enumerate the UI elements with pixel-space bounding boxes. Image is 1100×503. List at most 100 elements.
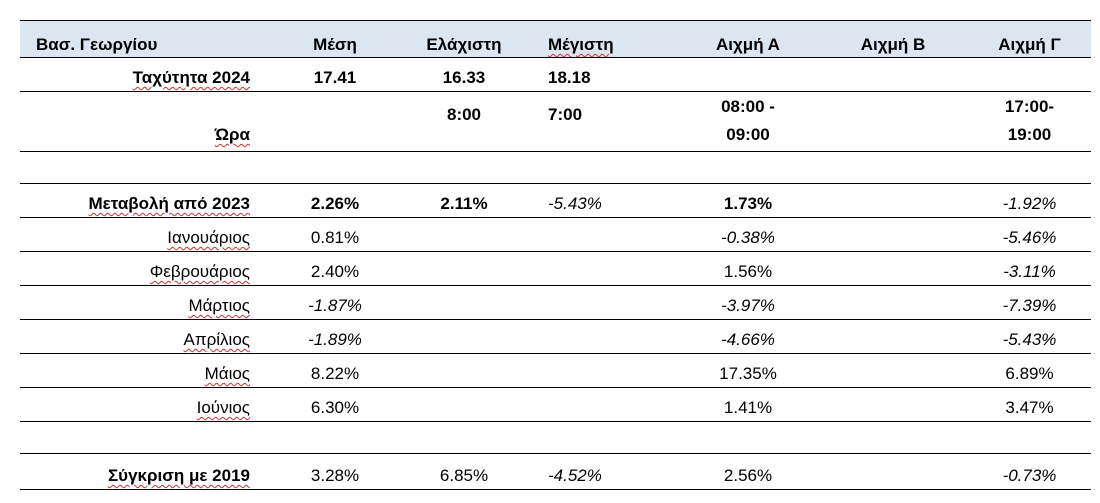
month-peak-a: -3.97%: [721, 296, 775, 315]
header-min: Ελάχιστη: [426, 35, 502, 54]
time-peak-a-range: 08:00 - 09:00: [721, 93, 775, 149]
time-peak-a-start: 08:00 -: [721, 97, 775, 116]
month-min: [390, 286, 538, 319]
time-row: Ώρα 8:00 7:00 08:00 - 09:00 17:00- 19:00: [20, 92, 1091, 152]
compare-label: Σύγκριση με 2019: [20, 454, 250, 489]
month-mean: -1.89%: [308, 330, 362, 349]
speed-statistics-table: Βασ. Γεωργίου Μέση Ελάχιστη Μέγιστη Αιχμ…: [20, 20, 1091, 490]
month-label-text: Ιούνιος: [196, 398, 250, 417]
month-peak-b: [828, 252, 958, 285]
header-max-text: Μέγιστη: [548, 35, 614, 54]
compare-peak-b: [828, 454, 958, 489]
month-row-march: Μάρτιος -1.87% -3.97% -7.39%: [20, 286, 1091, 320]
month-max: [538, 388, 648, 421]
speed-peak-b: [828, 58, 958, 91]
month-peak-b: [828, 388, 958, 421]
month-mean: 0.81%: [310, 228, 360, 247]
month-max: [538, 252, 648, 285]
spacer-row: [20, 422, 1091, 454]
change-label: Μεταβολή από 2023: [20, 184, 250, 217]
month-row-june: Ιούνιος 6.30% 1.41% 3.47%: [20, 388, 1091, 422]
compare-label-text: Σύγκριση με 2019: [107, 466, 250, 485]
month-min: [390, 218, 538, 251]
month-row-may: Μάιος 8.22% 17.35% 6.89%: [20, 354, 1091, 388]
month-label: Απρίλιος: [20, 320, 250, 353]
speed-label-text: Ταχύτητα 2024: [132, 68, 250, 87]
speed-row: Ταχύτητα 2024 17.41 16.33 18.18: [20, 58, 1091, 92]
month-min: [390, 354, 538, 387]
month-peak-g: -5.43%: [1002, 330, 1057, 349]
month-peak-b: [828, 286, 958, 319]
month-peak-a: 1.41%: [723, 398, 773, 417]
month-peak-b: [828, 320, 958, 353]
spacer-row: [20, 152, 1091, 184]
change-peak-g: -1.92%: [1002, 194, 1057, 213]
speed-min: 16.33: [442, 68, 486, 87]
month-peak-a: -4.66%: [721, 330, 775, 349]
month-label: Ιούνιος: [20, 388, 250, 421]
change-mean: 2.26%: [310, 194, 360, 213]
month-label-text: Μάρτιος: [188, 296, 250, 315]
compare-mean: 3.28%: [310, 466, 360, 485]
month-peak-b: [828, 354, 958, 387]
month-max: [538, 320, 648, 353]
speed-peak-a: [648, 58, 828, 91]
month-peak-g: -5.46%: [1002, 228, 1057, 247]
change-label-text: Μεταβολή από 2023: [88, 194, 250, 213]
month-peak-a: 1.56%: [723, 262, 773, 281]
month-label-text: Απρίλιος: [183, 330, 250, 349]
month-label: Μάιος: [20, 354, 250, 387]
month-peak-g: 3.47%: [1005, 398, 1054, 417]
time-peak-g-start: 17:00-: [1004, 97, 1055, 116]
month-label: Μάρτιος: [20, 286, 250, 319]
header-max: Μέγιστη: [538, 21, 648, 57]
month-max: [538, 218, 648, 251]
header-peak-a: Αιχμή Α: [716, 35, 780, 54]
month-peak-g: -7.39%: [1002, 296, 1057, 315]
speed-peak-g: [958, 58, 1091, 91]
month-label-text: Ιανουάριος: [167, 228, 250, 247]
time-peak-g: 17:00- 19:00: [958, 92, 1091, 151]
month-max: [538, 286, 648, 319]
time-label-text: Ώρα: [214, 125, 250, 144]
time-min: 8:00: [446, 105, 482, 124]
month-row-february: Φεβρουάριος 2.40% 1.56% -3.11%: [20, 252, 1091, 286]
change-peak-a: 1.73%: [723, 194, 773, 213]
speed-label: Ταχύτητα 2024: [20, 58, 250, 91]
month-peak-g: -3.11%: [1003, 262, 1056, 281]
change-row: Μεταβολή από 2023 2.26% 2.11% -5.43% 1.7…: [20, 184, 1091, 218]
header-peak-b: Αιχμή Β: [860, 35, 926, 54]
time-peak-a-end: 09:00: [726, 125, 770, 144]
month-min: [390, 388, 538, 421]
time-peak-g-end: 19:00: [1007, 125, 1052, 144]
month-max: [538, 354, 648, 387]
month-peak-a: -0.38%: [721, 228, 775, 247]
header-peak-g: Αιχμή Γ: [998, 35, 1061, 54]
time-peak-a: 08:00 - 09:00: [648, 92, 828, 151]
compare-peak-g: -0.73%: [1002, 466, 1057, 485]
month-peak-g: 6.89%: [1005, 364, 1054, 383]
compare-row: Σύγκριση με 2019 3.28% 6.85% -4.52% 2.56…: [20, 454, 1091, 490]
time-mean: [250, 92, 390, 151]
month-min: [390, 320, 538, 353]
month-row-april: Απρίλιος -1.89% -4.66% -5.43%: [20, 320, 1091, 354]
header-location: Βασ. Γεωργίου: [36, 35, 158, 54]
time-max: 7:00: [548, 105, 583, 124]
month-mean: 8.22%: [310, 364, 360, 383]
compare-min: 6.85%: [439, 466, 489, 485]
change-min: 2.11%: [440, 194, 488, 213]
time-label: Ώρα: [20, 92, 250, 151]
table-header-row: Βασ. Γεωργίου Μέση Ελάχιστη Μέγιστη Αιχμ…: [20, 20, 1091, 58]
month-label: Ιανουάριος: [20, 218, 250, 251]
month-min: [390, 252, 538, 285]
month-mean: 2.40%: [310, 262, 360, 281]
month-label: Φεβρουάριος: [20, 252, 250, 285]
speed-max: 18.18: [548, 68, 591, 87]
month-mean: 6.30%: [310, 398, 360, 417]
month-label-text: Φεβρουάριος: [149, 262, 250, 281]
month-label-text: Μάιος: [204, 364, 250, 383]
change-peak-b: [828, 184, 958, 217]
month-peak-b: [828, 218, 958, 251]
header-mean: Μέση: [313, 35, 357, 54]
time-peak-g-range: 17:00- 19:00: [1005, 93, 1054, 149]
